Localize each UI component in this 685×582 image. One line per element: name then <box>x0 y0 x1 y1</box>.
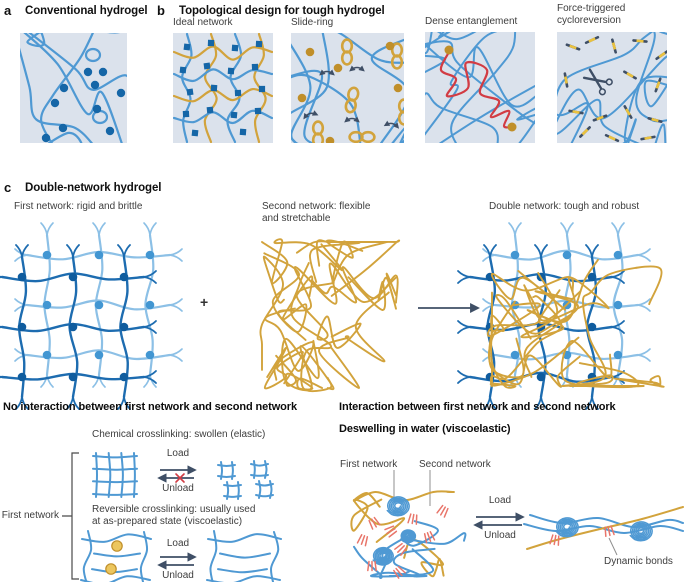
slide-ring-drawing <box>291 33 404 143</box>
panel-c-letter: c <box>4 180 12 195</box>
panel-b-letter: b <box>157 3 165 18</box>
first-network-drawing <box>0 222 183 410</box>
unload-label-deswelling: Unload <box>484 530 516 541</box>
second-caption-line2: and stretchable <box>262 213 331 224</box>
dynamic-bonds-label: Dynamic bonds <box>604 556 673 567</box>
panel-c-title: Double-network hydrogel <box>25 182 162 194</box>
plus-sign: + <box>200 294 209 310</box>
scissors-icon <box>582 68 613 96</box>
second-network-drawing <box>259 238 401 393</box>
deswollen-network-drawing <box>350 490 467 580</box>
load-label-reversible: Load <box>166 538 190 549</box>
dynamic-bonds-leader <box>608 537 618 556</box>
dense-entanglement-drawing <box>425 32 535 143</box>
second-network-pointer-label: Second network <box>419 459 491 470</box>
load-unload-arrows-deswelling <box>473 512 525 530</box>
no-interaction-heading: No interaction between first network and… <box>3 401 297 413</box>
second-network-caption: Second network: flexible and stretchable <box>262 201 370 225</box>
first-network-caption: First network: rigid and brittle <box>14 201 143 212</box>
double-network-drawing <box>457 222 665 410</box>
subpanel-label-slide-ring: Slide-ring <box>291 17 334 28</box>
panel-a-title: Conventional hydrogel <box>25 5 148 17</box>
interaction-heading: Interaction between first network and se… <box>339 401 616 413</box>
first-network-pointer-label: First network <box>340 459 398 470</box>
subpanel-label-dense-entanglement: Dense entanglement <box>425 16 518 27</box>
reversible-caption-line1: Reversible crosslinking: usually used <box>92 504 256 515</box>
first-network-bracket-label: First network <box>1 510 59 521</box>
unload-label-chemical: Unload <box>162 483 194 494</box>
reversible-network-before <box>80 530 152 582</box>
panel-a-letter: a <box>4 3 12 18</box>
subpanel-label-force-triggered: Force-triggered cycloreversion <box>557 3 625 27</box>
double-network-caption: Double network: tough and robust <box>489 201 640 212</box>
stretched-network-drawing <box>523 506 684 550</box>
ideal-network-drawing <box>173 33 273 143</box>
chemical-crosslinking-caption: Chemical crosslinking: swollen (elastic) <box>92 429 266 440</box>
swollen-network-fragments <box>217 460 274 500</box>
deswelling-subheading: Deswelling in water (viscoelastic) <box>339 423 511 435</box>
reversible-caption-line2: at as-prepared state (viscoelastic) <box>92 516 243 527</box>
network-label-leader-lines <box>393 470 431 506</box>
force-label-line2: cycloreversion <box>557 15 621 26</box>
first-network-bracket <box>62 452 79 580</box>
panel-b-title: Topological design for tough hydrogel <box>179 5 385 17</box>
conventional-hydrogel-drawing <box>20 33 127 143</box>
reversible-crosslinking-caption: Reversible crosslinking: usually used at… <box>92 504 255 528</box>
load-label-deswelling: Load <box>488 495 512 506</box>
second-caption-line1: Second network: flexible <box>262 201 371 212</box>
load-label-chemical: Load <box>166 448 190 459</box>
unload-label-reversible: Unload <box>162 570 194 581</box>
chemical-crosslink-grid <box>92 452 138 498</box>
load-unload-arrows-chemical <box>157 465 197 483</box>
force-label-line1: Force-triggered <box>557 3 626 14</box>
subpanel-label-ideal-network: Ideal network <box>173 17 233 28</box>
load-unload-arrows-reversible <box>157 552 197 570</box>
force-cycloreversion-drawing <box>557 32 667 143</box>
reversible-network-after <box>206 530 282 582</box>
